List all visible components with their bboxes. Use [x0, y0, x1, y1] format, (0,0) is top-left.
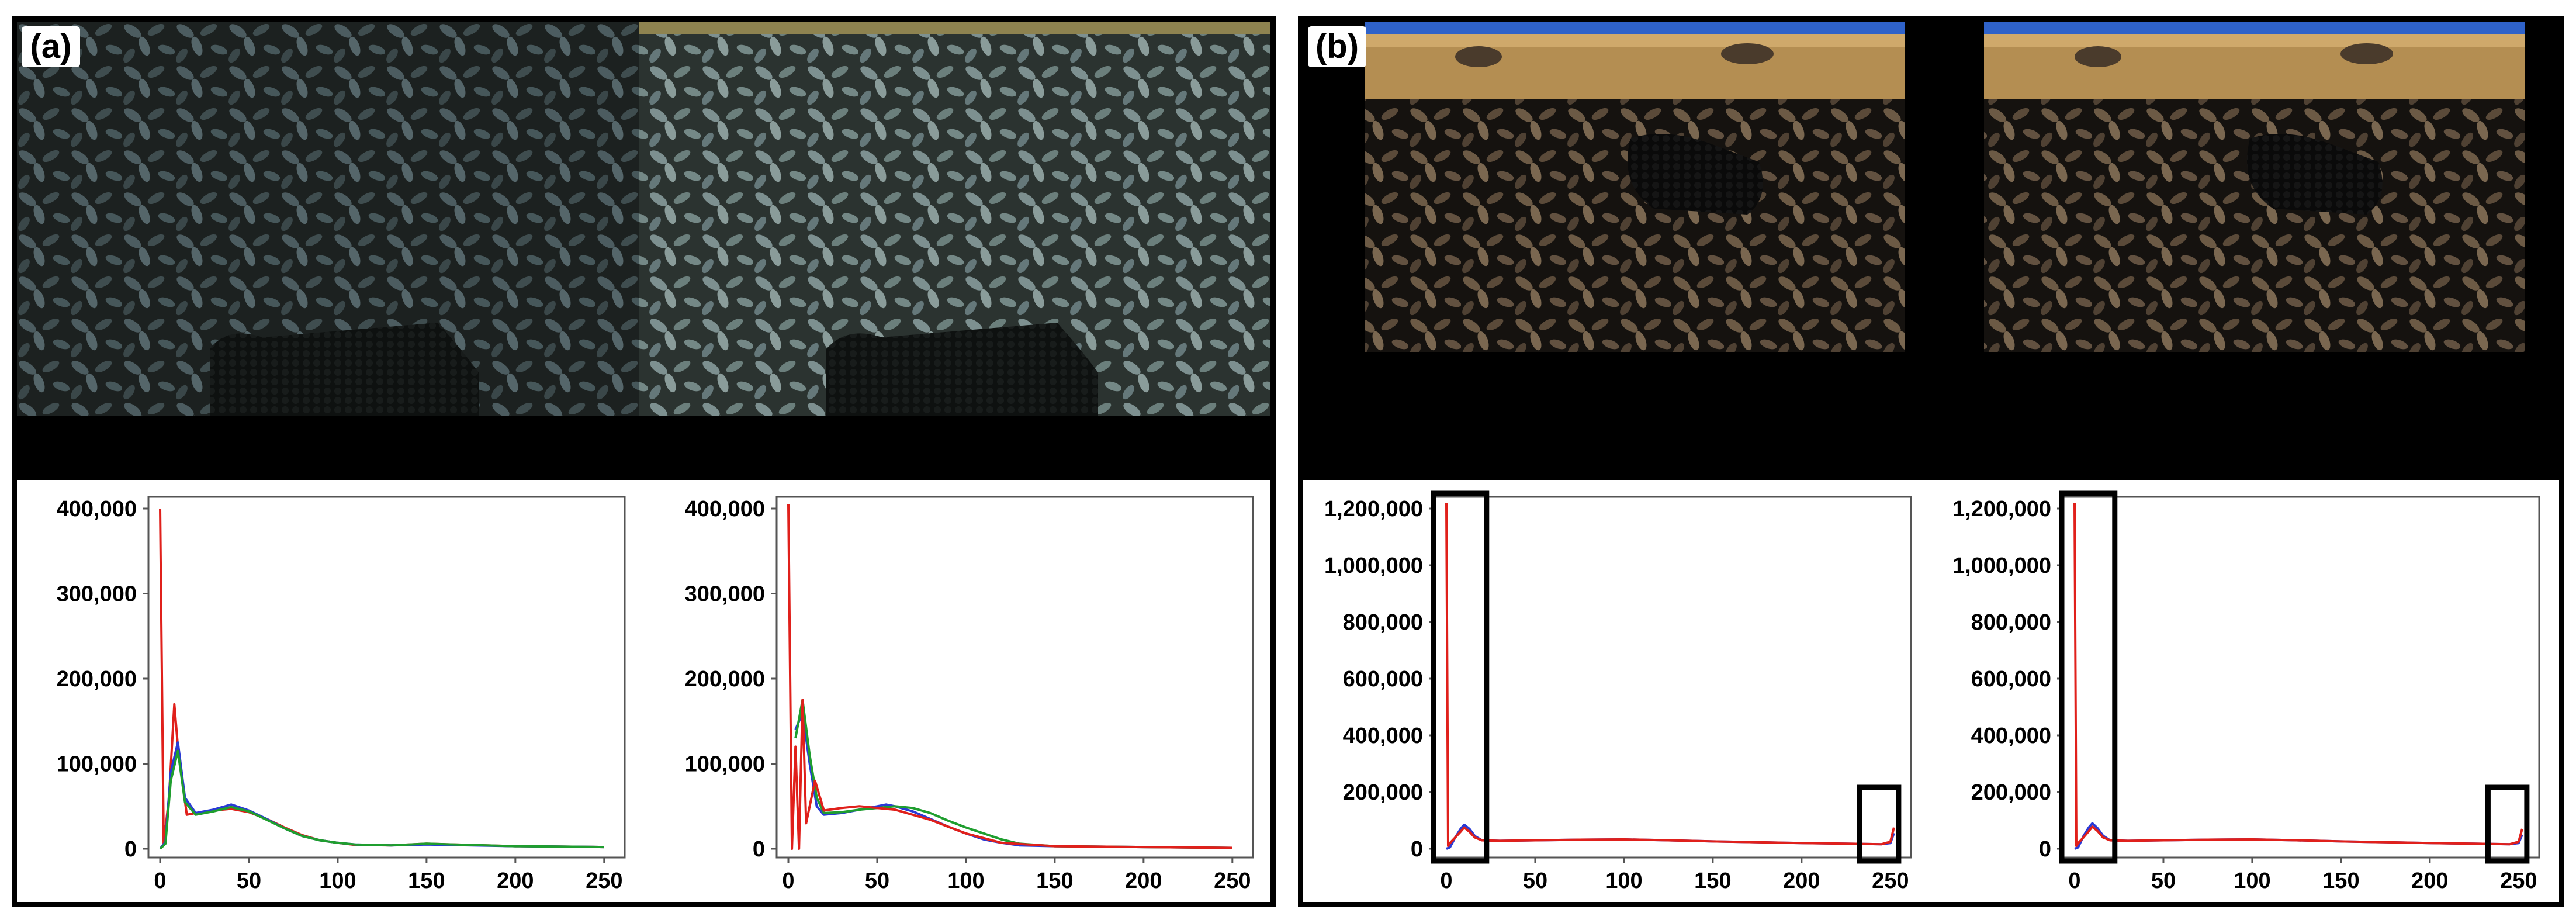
- y-tick-label: 1,200,000: [1952, 497, 2051, 521]
- x-tick-label: 100: [319, 869, 356, 893]
- y-tick-label: 800,000: [1343, 610, 1423, 635]
- plot-frame: [2062, 496, 2540, 859]
- y-tick-label: 0: [2039, 837, 2051, 862]
- x-tick-label: 50: [865, 869, 889, 893]
- x-tick-label: 50: [237, 869, 261, 893]
- x-tick-label: 150: [408, 869, 445, 893]
- y-tick-label: 400,000: [1343, 724, 1423, 748]
- bee-photo-pair-b: [1303, 22, 2559, 480]
- x-tick-label: 100: [2234, 869, 2270, 893]
- histogram-chart-1: 0 100,000 200,000 300,000 400,000 0 50 100 150 20…: [57, 496, 626, 893]
- y-tick-label: 400,000: [685, 497, 765, 521]
- x-tick-label: 250: [2500, 869, 2537, 893]
- high-intensity-highlight-box: [1857, 784, 1902, 864]
- x-tick-label: 100: [947, 869, 984, 893]
- x-tick-label: 200: [2411, 869, 2448, 893]
- x-tick-label: 250: [1214, 869, 1251, 893]
- x-tick-label: 250: [586, 869, 622, 893]
- series-line-2: [1445, 503, 1895, 848]
- x-tick-label: 0: [2068, 869, 2080, 893]
- y-tick-label: 300,000: [685, 582, 765, 607]
- y-tick-label: 800,000: [1971, 610, 2051, 635]
- low-intensity-highlight-box: [2059, 490, 2118, 864]
- y-tick-label: 0: [1411, 837, 1423, 862]
- x-tick-label: 200: [1783, 869, 1820, 893]
- y-tick-label: 1,000,000: [1324, 554, 1423, 578]
- x-tick-label: 100: [1605, 869, 1642, 893]
- series-line-2: [2073, 503, 2523, 848]
- x-tick-label: 250: [1872, 869, 1909, 893]
- x-tick-label: 150: [2322, 869, 2359, 893]
- y-tick-label: 400,000: [1971, 724, 2051, 748]
- x-tick-label: 50: [2151, 869, 2176, 893]
- y-tick-label: 0: [753, 837, 765, 862]
- panel-label-b: (b): [1308, 26, 1366, 67]
- panel-a: (a) 0 100,000 200,000 300,000 400,000 0 50 100 1…: [12, 16, 1276, 907]
- x-tick-label: 200: [497, 869, 534, 893]
- x-tick-label: 150: [1694, 869, 1731, 893]
- high-intensity-highlight-box: [2485, 784, 2530, 864]
- y-tick-label: 200,000: [685, 667, 765, 692]
- y-tick-label: 300,000: [57, 582, 137, 607]
- x-tick-label: 150: [1036, 869, 1073, 893]
- y-tick-label: 200,000: [1343, 780, 1423, 805]
- plot-frame: [1434, 496, 1912, 859]
- y-tick-label: 600,000: [1971, 667, 2051, 692]
- histogram-chart-2: 0 100,000 200,000 300,000 400,000 0 50 100 150 20…: [685, 496, 1254, 893]
- bee-photo-pair-a: [17, 22, 1270, 480]
- x-tick-label: 200: [1125, 869, 1162, 893]
- y-tick-label: 100,000: [685, 752, 765, 777]
- y-tick-label: 400,000: [57, 497, 137, 521]
- series-line-3: [787, 504, 1232, 850]
- series-line-1: [794, 711, 1232, 849]
- x-tick-label: 0: [782, 869, 794, 893]
- plot-frame: [147, 496, 626, 859]
- x-tick-label: 0: [154, 869, 166, 893]
- y-tick-label: 1,000,000: [1952, 554, 2051, 578]
- panel-label-a: (a): [22, 26, 80, 67]
- y-tick-label: 1,200,000: [1324, 497, 1423, 521]
- low-intensity-highlight-box: [1431, 490, 1490, 864]
- series-line-3: [159, 749, 604, 850]
- x-tick-label: 0: [1440, 869, 1452, 893]
- x-tick-label: 50: [1523, 869, 1547, 893]
- y-tick-label: 200,000: [1971, 780, 2051, 805]
- panel-b: (b) 0 200,000 400,000 600,000 800,000 1,000,0…: [1298, 16, 2564, 907]
- y-tick-label: 100,000: [57, 752, 137, 777]
- y-tick-label: 0: [124, 837, 137, 862]
- histogram-chart-4: 0 200,000 400,000 600,000 800,000 1,000,000 1,…: [1952, 490, 2540, 893]
- y-tick-label: 600,000: [1343, 667, 1423, 692]
- histogram-chart-3: 0 200,000 400,000 600,000 800,000 1,000,000 1,…: [1324, 490, 1912, 893]
- y-tick-label: 200,000: [57, 667, 137, 692]
- plot-frame: [775, 496, 1254, 859]
